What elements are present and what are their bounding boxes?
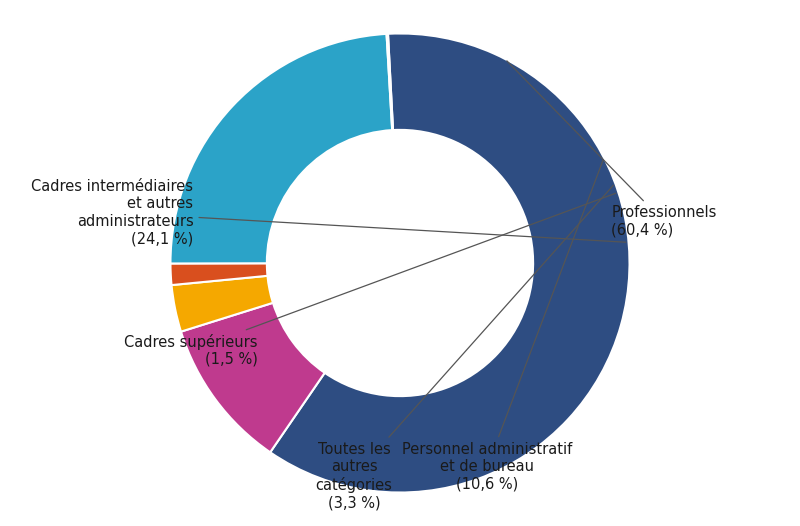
Text: Cadres supérieurs
(1,5 %): Cadres supérieurs (1,5 %) [124, 193, 616, 367]
Wedge shape [386, 34, 393, 130]
Text: Professionnels
(60,4 %): Professionnels (60,4 %) [507, 61, 717, 238]
Wedge shape [181, 303, 325, 452]
Wedge shape [270, 34, 630, 492]
Wedge shape [171, 276, 273, 331]
Text: Toutes les
autres
catégories
(3,3 %): Toutes les autres catégories (3,3 %) [316, 185, 614, 510]
Text: Cadres intermédiaires
et autres
administrateurs
(24,1 %): Cadres intermédiaires et autres administ… [31, 179, 626, 246]
Wedge shape [170, 34, 392, 264]
Text: Personnel administratif
et de bureau
(10,6 %): Personnel administratif et de bureau (10… [402, 160, 603, 492]
Wedge shape [170, 264, 267, 285]
